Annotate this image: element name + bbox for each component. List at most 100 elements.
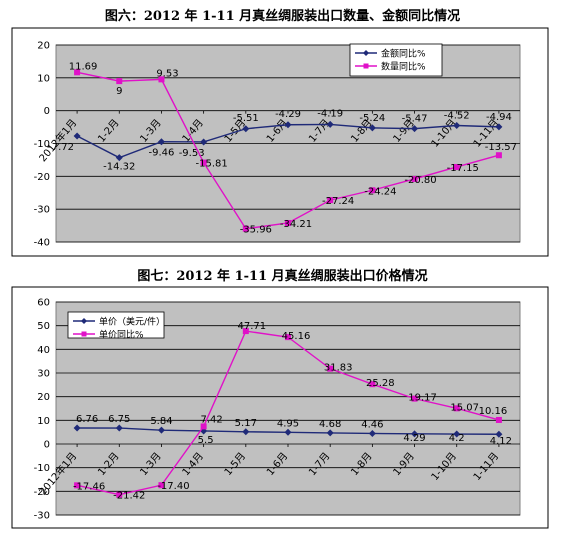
chart1-series-2-data-label: -13.57 — [485, 142, 517, 153]
chart2-series-2-point — [200, 423, 207, 430]
chart2-y-tick-label: 0 — [44, 440, 50, 451]
chart1-series-2-point — [495, 152, 502, 159]
chart2-series-2-data-label: 45.16 — [282, 331, 311, 342]
chart2-series-2-point — [116, 491, 123, 498]
chart1-series-2-point — [74, 69, 81, 76]
chart1-series-1-point — [411, 125, 419, 133]
chart1-series-2-point — [327, 197, 334, 204]
chart1-series-1-data-label: -5.47 — [402, 114, 428, 125]
chart1-series-1-point — [115, 154, 123, 162]
chart1-series-2-point — [285, 219, 291, 226]
chart1-series-1-point — [73, 132, 81, 140]
chart1-series-1-data-label: -9.53 — [179, 148, 205, 159]
chart2-series-2-data-label: -21.42 — [113, 491, 145, 502]
chart1-series-1-data-label: -9.46 — [149, 148, 175, 159]
chart2-series-1-data-label: 6.76 — [76, 414, 98, 425]
chart1-series-2-data-label: -34.21 — [280, 219, 312, 230]
chart2-y-tick-label: 30 — [37, 369, 50, 380]
chart2-series-1-data-label: 4.95 — [277, 418, 299, 429]
chart2-series-2-data-label: -17.46 — [73, 481, 105, 492]
chart1-series-2-point — [242, 225, 249, 232]
chart2-series-2-data-label: 7.42 — [201, 414, 223, 425]
chart1-series-1-point — [368, 124, 376, 132]
chart2-series-2-data-label: 19.17 — [408, 393, 437, 404]
chart1-y-tick-label: 10 — [37, 73, 50, 84]
chart2-legend-entry-2: 单价同比% — [99, 329, 144, 341]
chart1-series-2-point — [453, 163, 460, 170]
chart2-series-1-data-label: 4.68 — [319, 419, 341, 430]
chart1-series-1-point — [453, 122, 461, 130]
chart1-series-1-point — [242, 125, 250, 133]
chart2-series-1-data-label: 4.46 — [361, 419, 383, 430]
chart1-y-tick-label: 20 — [37, 41, 50, 52]
chart1-legend-marker-1 — [363, 50, 369, 56]
chart1-legend — [349, 43, 443, 77]
chart1-title: 图六：2012 年 1-11 月真丝绸服装出口数量、金额同比情况 — [104, 9, 461, 24]
chart2-series-2-point — [74, 482, 81, 489]
chart1-series-2-data-label: 9.53 — [156, 68, 178, 79]
chart1-series-2-data-label: -20.80 — [404, 175, 436, 186]
chart1-y-tick-label: -40 — [34, 238, 50, 249]
chart2-series-2-data-label: 31.83 — [324, 363, 353, 374]
chart1-series-2-data-label: 11.69 — [69, 61, 98, 72]
chart1-series-1-data-label: -7.72 — [48, 142, 74, 153]
chart2-y-tick-label: 50 — [37, 321, 50, 332]
chart1-series-2-point — [158, 76, 165, 83]
chart1-series-2-point — [369, 187, 376, 194]
chart2-series-1-data-label: 4.12 — [490, 436, 512, 447]
chart1-series-1-data-label: -14.32 — [103, 162, 135, 173]
chart1-series-1-point — [326, 120, 334, 128]
chart2-y-tick-label: -30 — [34, 511, 50, 522]
chart2-series-2-point — [453, 405, 460, 412]
chart1-series-1-data-label: -4.94 — [486, 112, 512, 123]
chart1-series-1-data-label: -4.19 — [317, 108, 343, 119]
chart2-series-2-point — [495, 416, 502, 423]
chart1-series-1-data-label: -4.52 — [444, 111, 470, 122]
chart1-series-1-data-label: -5.51 — [233, 113, 259, 124]
chart1-series-1-data-label: -5.24 — [359, 113, 385, 124]
chart2-series-1-point — [495, 430, 503, 438]
chart2-series-1-data-label: 6.75 — [108, 414, 130, 425]
chart2-series-2-point — [369, 381, 376, 388]
chart2-legend-entry-1: 单价（美元/件） — [99, 316, 165, 328]
chart1-y-tick-label: -10 — [34, 139, 50, 150]
chart1-series-2-point — [411, 175, 418, 182]
chart2-series-2-point — [158, 482, 165, 489]
chart2-series-1-point — [115, 424, 123, 432]
chart2-series-2-point — [242, 328, 249, 335]
chart2-series-1-data-label: 5.84 — [150, 416, 172, 427]
chart2-series-1-data-label: 4.29 — [403, 433, 425, 444]
chart2-series-2-point — [411, 395, 418, 402]
chart2-series-2-data-label: 47.71 — [237, 321, 266, 332]
chart2-series-2-point — [327, 365, 334, 372]
chart2-series-2-data-label: 15.07 — [450, 402, 479, 413]
chart1-series-2-data-label: -17.15 — [447, 163, 479, 174]
chart2-series-1-data-label: 5.17 — [235, 418, 257, 429]
chart1-series-1-point — [495, 123, 503, 131]
chart1-series-1-point — [284, 121, 292, 129]
chart1-series-2-data-label: -27.24 — [322, 196, 354, 207]
chart1-y-tick-label: -20 — [34, 172, 50, 183]
chart2-y-tick-label: 60 — [37, 298, 50, 309]
chart1-series-1-point — [157, 138, 165, 146]
chart2-series-1-point — [326, 429, 334, 437]
chart2-series-2-point — [285, 334, 291, 341]
chart2-y-tick-label: 40 — [37, 345, 50, 356]
chart2-legend-marker-2 — [81, 331, 87, 337]
chart1-legend-entry-2: 数量同比% — [381, 61, 426, 73]
chart2-series-1-point — [242, 428, 250, 436]
chart2-series-1-point — [157, 426, 165, 434]
chart1-series-2-point — [200, 159, 207, 166]
chart2-series-1-point — [453, 430, 461, 438]
chart1-series-2-data-label: -24.24 — [364, 186, 396, 197]
chart2-series-2-data-label: 10.16 — [479, 406, 508, 417]
chart1-series-2-data-label: -15.81 — [196, 159, 228, 170]
chart2-series-1-point — [411, 430, 419, 438]
chart2-series-2-data-label: 25.28 — [366, 378, 395, 389]
chart2-series-1-data-label: 5.5 — [198, 435, 214, 446]
chart2-series-1-point — [368, 429, 376, 437]
chart1-series-2-point — [116, 78, 123, 85]
chart1-series-2-data-label: -35.96 — [240, 225, 272, 236]
chart1-y-tick-label: 0 — [44, 106, 50, 117]
